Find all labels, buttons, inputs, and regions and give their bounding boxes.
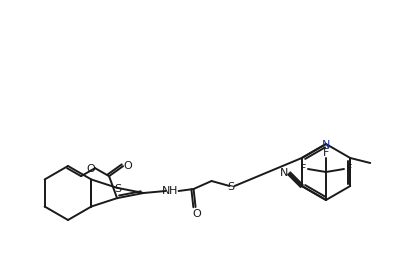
Text: H: H [169,186,177,196]
Text: S: S [115,184,121,194]
Text: O: O [124,161,133,171]
Text: O: O [87,164,95,174]
Text: F: F [346,164,352,174]
Text: O: O [192,209,201,219]
Text: F: F [323,148,329,158]
Text: N: N [280,168,288,178]
Text: N: N [162,186,170,196]
Text: F: F [300,164,306,174]
Text: S: S [227,182,234,192]
Text: N: N [322,140,330,150]
